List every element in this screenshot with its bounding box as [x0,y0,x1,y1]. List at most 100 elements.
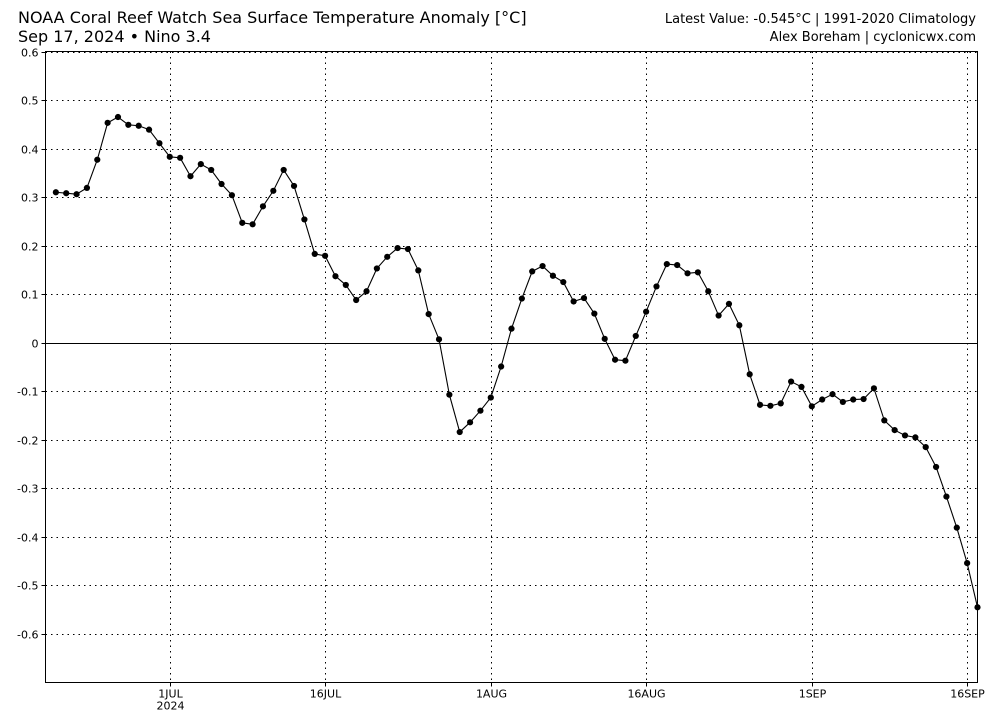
data-point [922,443,929,451]
data-point [653,283,660,290]
chart-title: NOAA Coral Reef Watch Sea Surface Temper… [18,8,527,27]
x-tick-label: 16AUG [627,688,665,701]
data-point [270,187,277,194]
data-point [197,161,204,168]
grid-layer [45,51,978,683]
data-point [912,434,919,441]
data-point [394,244,401,252]
data-point [218,180,225,188]
data-point [156,140,163,147]
data-point [63,190,70,197]
data-point [94,156,101,163]
data-point [964,560,971,567]
data-point [290,182,298,190]
data-point [114,113,122,121]
x-tick-label: 1JUL [158,688,183,701]
data-point [839,398,846,406]
chart-subtitle: Sep 17, 2024 • Nino 3.4 [18,27,211,46]
data-point [539,262,546,270]
data-point [611,356,619,363]
data-point [83,184,91,191]
data-point [466,419,474,426]
latest-value-label: Latest Value: -0.545°C | 1991-2020 Clima… [664,12,976,27]
data-point [829,391,836,398]
data-point [332,273,339,280]
y-tick-label: 0.3 [21,192,39,205]
data-point [104,119,111,126]
data-point [322,252,329,259]
x-tick-label: 1AUG [476,688,507,701]
data-point [353,296,360,304]
data-point [674,261,681,269]
series-layer [52,113,981,611]
data-point [208,166,215,174]
y-tick-label: 0.4 [21,144,39,157]
data-point [953,524,960,531]
data-point [891,427,898,434]
data-point [404,245,412,253]
data-point [570,298,577,305]
data-point [249,221,256,228]
data-point [177,154,184,161]
data-point [788,378,795,385]
data-point [819,396,826,403]
data-point [870,385,878,392]
data-point [798,383,805,390]
data-point [145,126,153,133]
data-point [529,268,536,275]
data-point [508,325,515,332]
data-point [425,310,432,318]
data-point [487,394,494,401]
y-tick-label: 0.1 [21,289,39,302]
data-point [311,250,318,258]
data-point [632,332,639,340]
data-point [808,403,815,410]
y-tick-label: -0.1 [17,386,38,399]
data-point [901,432,909,439]
y-tick-label: -0.5 [17,580,38,593]
data-point [73,191,80,198]
data-point [580,294,588,302]
y-tick-label: -0.2 [17,435,38,448]
y-axis: 0.6 0.5 0.4 0.3 0.2 0.1 0 -0.1 -0.2 -0.3 -0.4 -0.5 -… [17,47,46,642]
x-tick-label: 16SEP [950,688,985,701]
x-tick-sublabel: 2024 [157,700,185,713]
data-point [881,417,888,424]
data-point [373,265,380,272]
data-point [187,173,194,180]
y-tick-label: 0.6 [21,47,39,60]
data-point [549,272,557,279]
data-point [384,253,391,260]
data-point [622,357,629,364]
data-point [477,407,484,414]
data-point [435,336,443,343]
data-point [705,288,712,295]
y-tick-label: 0 [32,338,39,351]
data-point [239,219,246,226]
plot-frame [45,51,978,683]
x-tick-label: 1SEP [799,688,827,701]
data-point [663,261,670,268]
data-point [342,281,349,289]
data-point [767,402,774,409]
data-point [684,270,691,277]
data-point [715,312,722,319]
data-point [777,400,784,407]
data-point [259,203,267,210]
data-point [601,335,608,342]
data-point [746,371,753,378]
data-point [694,269,702,276]
y-tick-label: 0.5 [21,95,39,108]
data-point [560,278,567,286]
data-point [736,322,743,329]
data-point [498,363,505,370]
data-point [135,122,142,129]
data-point [228,192,235,199]
data-point [943,493,950,500]
data-point [643,308,650,315]
y-tick-label: -0.4 [17,532,38,545]
data-point [456,428,463,436]
data-point [280,166,287,174]
